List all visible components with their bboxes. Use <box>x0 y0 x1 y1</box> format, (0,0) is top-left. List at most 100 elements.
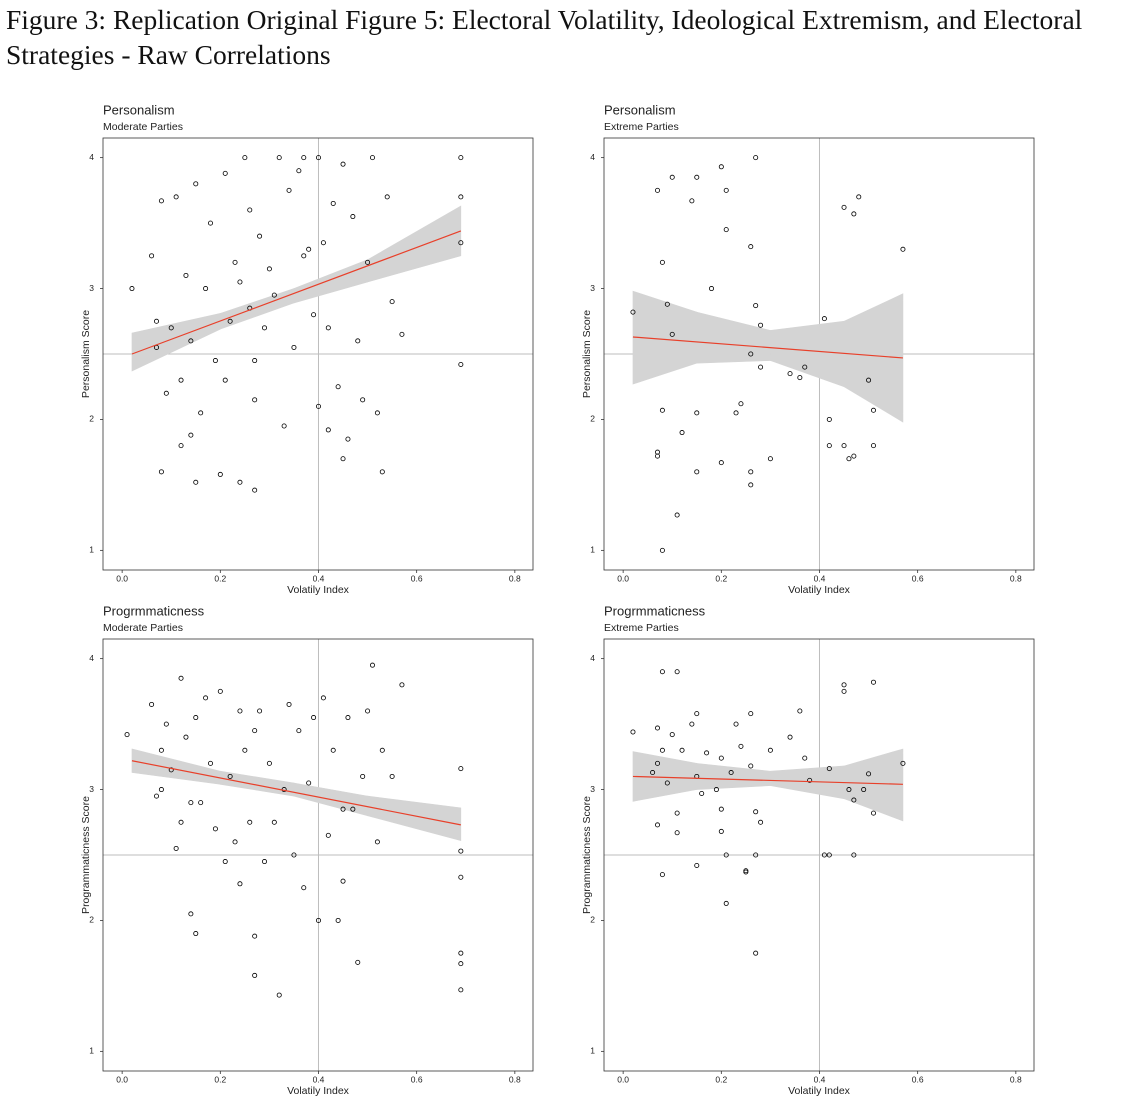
data-point <box>659 547 665 553</box>
data-point <box>787 371 793 377</box>
data-point <box>163 390 169 396</box>
data-point <box>674 830 680 836</box>
data-point <box>271 292 277 298</box>
data-point <box>826 852 832 858</box>
panel-subtitle: Moderate Parties <box>103 121 183 133</box>
data-point <box>802 364 808 370</box>
data-point <box>355 959 361 965</box>
plot-frame <box>603 137 1035 571</box>
data-point <box>650 770 656 776</box>
data-point <box>655 725 661 731</box>
y-axis-label: Personalism Score <box>581 310 593 398</box>
data-point <box>689 198 695 204</box>
data-point <box>826 443 832 449</box>
data-point <box>345 436 351 442</box>
data-point <box>252 972 258 978</box>
data-point <box>252 728 258 734</box>
confidence-band <box>131 748 221 785</box>
data-point <box>674 512 680 518</box>
x-tick-label: 0.0 <box>617 573 629 583</box>
data-point <box>748 482 754 488</box>
data-point <box>252 358 258 364</box>
data-point <box>689 721 695 727</box>
y-tick-label: 3 <box>89 283 94 293</box>
data-point <box>846 456 852 462</box>
data-point <box>718 828 724 834</box>
data-point <box>340 878 346 884</box>
data-point <box>158 747 164 753</box>
data-point <box>247 207 253 213</box>
data-point <box>733 410 739 416</box>
confidence-band <box>293 259 368 304</box>
data-point <box>193 181 199 187</box>
x-tick-label: 0.8 <box>1010 573 1022 583</box>
data-point <box>723 227 729 233</box>
x-tick-label: 0.2 <box>715 1074 727 1084</box>
data-point <box>247 819 253 825</box>
data-point <box>659 872 665 878</box>
x-axis-label: Volatily Index <box>287 1085 350 1097</box>
data-point <box>738 743 744 749</box>
data-point <box>252 933 258 939</box>
y-tick-label: 4 <box>590 653 595 663</box>
y-tick-label: 2 <box>590 414 595 424</box>
data-point <box>291 344 297 350</box>
data-point <box>374 839 380 845</box>
data-point <box>212 826 218 832</box>
data-point <box>664 780 670 786</box>
data-point <box>753 852 759 858</box>
data-point <box>659 259 665 265</box>
data-point <box>458 766 464 772</box>
data-point <box>841 443 847 449</box>
data-point <box>325 427 331 433</box>
data-point <box>271 819 277 825</box>
data-point <box>866 377 872 383</box>
data-point <box>193 715 199 721</box>
data-point <box>399 331 405 337</box>
data-point <box>173 194 179 200</box>
x-tick-label: 0.6 <box>912 573 924 583</box>
data-point <box>355 338 361 344</box>
data-point <box>758 322 764 328</box>
y-tick-label: 3 <box>590 784 595 794</box>
data-point <box>389 773 395 779</box>
y-tick-label: 1 <box>590 1046 595 1056</box>
data-point <box>158 198 164 204</box>
panel-subtitle: Extreme Parties <box>604 121 679 133</box>
data-point <box>330 200 336 206</box>
data-point <box>369 155 375 161</box>
data-point <box>841 204 847 210</box>
data-point <box>325 832 331 838</box>
data-point <box>826 766 832 772</box>
x-tick-label: 0.2 <box>715 573 727 583</box>
data-point <box>227 318 233 324</box>
panel-subtitle: Moderate Parties <box>103 622 183 634</box>
data-point <box>767 456 773 462</box>
data-point <box>315 403 321 409</box>
data-point <box>694 711 700 717</box>
data-point <box>325 325 331 331</box>
data-point <box>203 695 209 701</box>
y-tick-label: 2 <box>89 414 94 424</box>
plot-frame <box>102 638 534 1072</box>
data-point <box>694 174 700 180</box>
data-point <box>207 760 213 766</box>
data-point <box>787 734 793 740</box>
data-point <box>748 469 754 475</box>
y-tick-label: 4 <box>590 152 595 162</box>
data-point <box>301 155 307 161</box>
x-axis-label: Volatily Index <box>788 584 851 596</box>
data-point <box>694 469 700 475</box>
data-point <box>369 662 375 668</box>
data-point <box>237 479 243 485</box>
data-point <box>149 701 155 707</box>
data-point <box>365 708 371 714</box>
data-point <box>753 303 759 309</box>
x-tick-label: 0.6 <box>411 1074 423 1084</box>
data-point <box>841 682 847 688</box>
data-point <box>389 299 395 305</box>
data-point <box>296 728 302 734</box>
data-point <box>630 309 636 315</box>
data-point <box>807 777 813 783</box>
y-tick-label: 1 <box>590 545 595 555</box>
